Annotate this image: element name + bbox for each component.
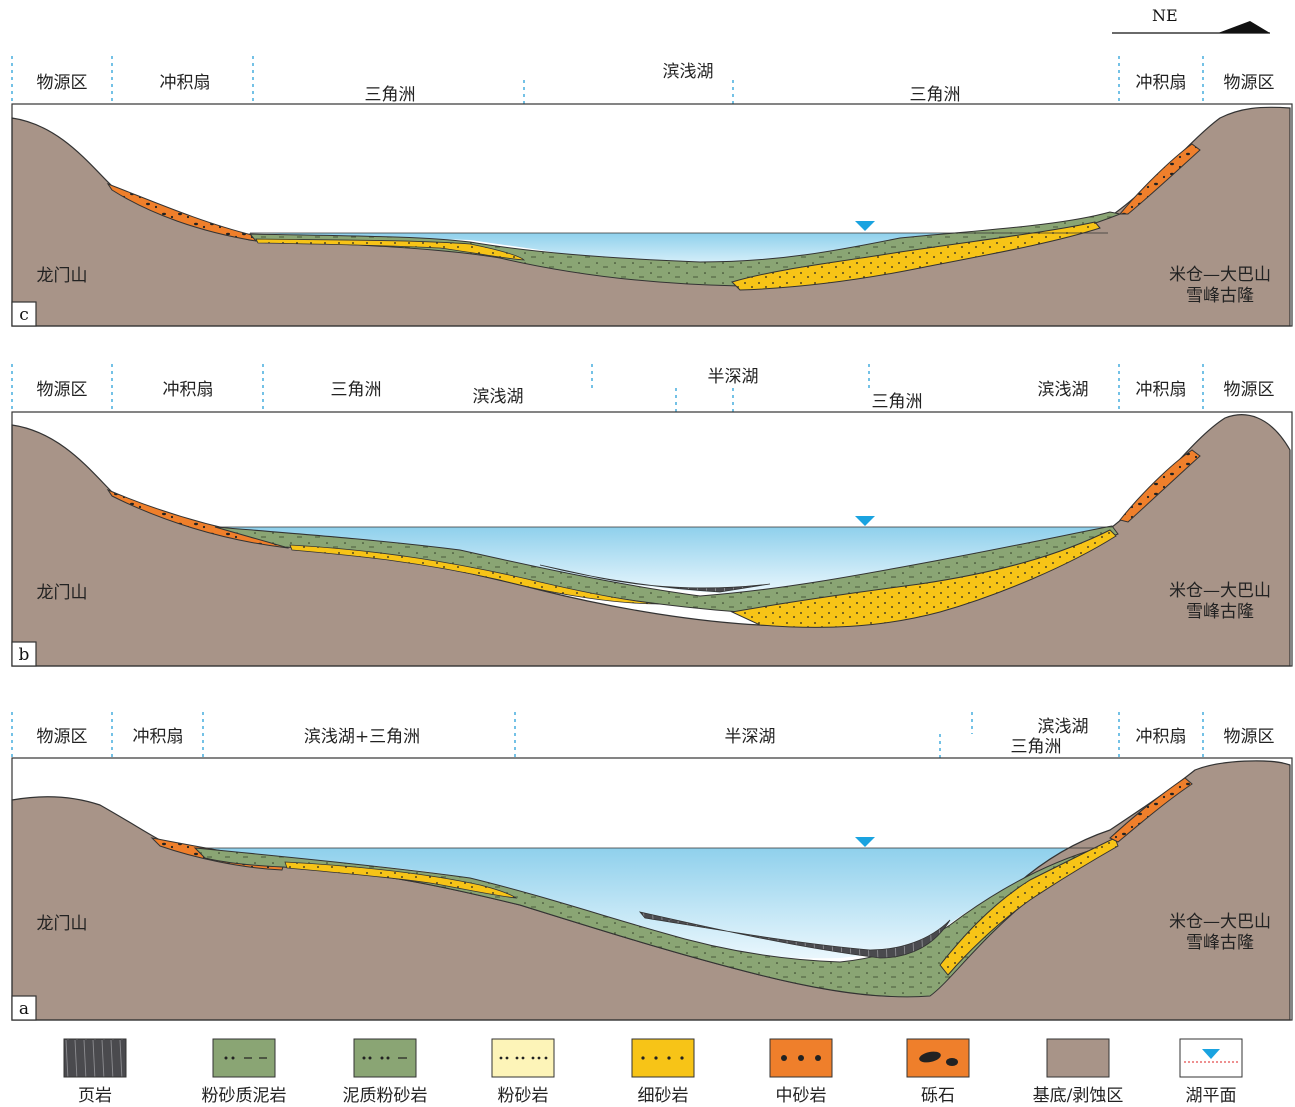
panel-c-lake-level-icon <box>855 221 875 231</box>
panel-c-zone-source-right: 物源区 <box>1224 73 1275 93</box>
panel-c-zone-delta-right: 三角洲 <box>910 85 961 105</box>
panel-a-tag: a <box>19 999 29 1019</box>
panel-a-lake-level-icon <box>855 837 875 847</box>
legend-label-fine-sandstone: 细砂岩 <box>638 1086 689 1106</box>
legend-label-silty-mudstone: 粉砂质泥岩 <box>202 1086 287 1106</box>
panel-b-sandstone-left <box>289 544 661 605</box>
panel-a-zone-fan-right: 冲积扇 <box>1136 727 1187 747</box>
panel-b-zone-shallow-lake-right: 滨浅湖 <box>1038 380 1089 400</box>
panel-b-right-label-1: 米仓—大巴山 <box>1169 581 1271 601</box>
panel-b-zone-source-right: 物源区 <box>1224 380 1275 400</box>
legend-item-siltstone: 粉砂岩 <box>491 1038 555 1106</box>
panel-c-zone-shallow-lake: 滨浅湖 <box>663 62 714 82</box>
panel-c-sandstone-left <box>255 238 526 261</box>
legend-item-muddy-siltstone: 泥质粉砂岩 <box>343 1038 428 1106</box>
panel-b-zone-fan-left: 冲积扇 <box>163 380 214 400</box>
panel-c-right-label-1: 米仓—大巴山 <box>1169 265 1271 285</box>
legend-item-gravel: 砾石 <box>906 1038 970 1106</box>
panel-b-zone-delta-left: 三角洲 <box>331 380 382 400</box>
panel-b-fan-right <box>1119 449 1201 523</box>
panel-a-zone-source-right: 物源区 <box>1224 727 1275 747</box>
panel-c-zone-source-left: 物源区 <box>37 73 88 93</box>
panel-a-zone-semi-deep-lake: 半深湖 <box>725 727 776 747</box>
legend-label-muddy-siltstone: 泥质粉砂岩 <box>343 1086 428 1106</box>
legend-label-gravel: 砾石 <box>921 1086 955 1106</box>
panel-b-shale-wedge <box>539 564 771 593</box>
panel-b-zone-shallow-lake-left: 滨浅湖 <box>473 387 524 407</box>
panel-c-tag-box <box>11 301 37 327</box>
north-label: NE <box>1152 6 1178 25</box>
legend-item-fine-sandstone: 细砂岩 <box>631 1038 695 1106</box>
legend-item-shale: 页岩 <box>63 1038 127 1106</box>
panel-a-right-label-2: 雪峰古隆 <box>1186 933 1254 953</box>
lake-level-icon <box>1202 1049 1220 1059</box>
panel-b-zone-semi-deep-lake: 半深湖 <box>708 367 759 387</box>
panel-c-right-label-2: 雪峰古隆 <box>1186 286 1254 306</box>
panel-b-tag: b <box>19 645 30 665</box>
north-arrow: NE <box>1112 6 1270 34</box>
panel-b: 物源区 冲积扇 三角洲 滨浅湖 半深湖 三角洲 滨浅湖 冲积扇 物源区 龙门山 … <box>11 364 1293 667</box>
panel-a-shale-wedge <box>638 911 951 959</box>
panel-a-fan-right <box>1109 777 1193 843</box>
panel-a-zone-source-left: 物源区 <box>37 727 88 747</box>
legend: 页岩 粉砂质泥岩 泥质粉砂岩 粉砂岩 细砂岩 <box>63 1038 1243 1106</box>
panel-c-zone-fan-right: 冲积扇 <box>1136 73 1187 93</box>
panel-b-tag-box <box>11 641 37 667</box>
panel-a-left-label: 龙门山 <box>37 914 88 934</box>
panel-a-zone-fan-left: 冲积扇 <box>133 727 184 747</box>
panel-b-right-label-2: 雪峰古隆 <box>1186 602 1254 622</box>
legend-label-medium-sandstone: 中砂岩 <box>776 1086 827 1106</box>
panel-a-zone-shallow-lake-right: 滨浅湖 <box>1038 717 1089 737</box>
panel-a-zone-delta-right: 三角洲 <box>1011 737 1062 757</box>
panel-c-sandstone-delta-right <box>731 221 1101 291</box>
panel-b-lake-level-icon <box>855 516 875 526</box>
panel-b-zone-dividers <box>11 364 1204 412</box>
north-arrow-head-icon <box>1218 21 1270 33</box>
panel-a-sandstone-delta-right <box>939 837 1119 976</box>
panel-a-tag-box <box>11 995 37 1021</box>
legend-label-siltstone: 粉砂岩 <box>498 1086 549 1106</box>
panel-a-right-label-1: 米仓—大巴山 <box>1169 912 1271 932</box>
panel-a-sandstone-left <box>284 861 518 899</box>
panel-b-zone-source-left: 物源区 <box>37 380 88 400</box>
panel-b-left-label: 龙门山 <box>37 583 88 603</box>
panel-c-zone-fan-left: 冲积扇 <box>160 73 211 93</box>
panel-c-zone-dividers <box>11 56 1204 104</box>
panel-b-sandstone-delta-right <box>730 529 1117 628</box>
legend-item-silty-mudstone: 粉砂质泥岩 <box>202 1038 287 1106</box>
panel-a-lake-water <box>195 848 1098 959</box>
panel-a-zone-dividers <box>11 712 1204 758</box>
panel-a-zone-shallow-lake-delta: 滨浅湖+三角洲 <box>304 727 420 747</box>
panel-a: 物源区 冲积扇 滨浅湖+三角洲 半深湖 滨浅湖 三角洲 冲积扇 物源区 龙门山 … <box>11 712 1293 1021</box>
legend-item-lake-level: 湖平面 <box>1179 1038 1243 1106</box>
legend-label-lake-level: 湖平面 <box>1186 1086 1237 1106</box>
panel-b-zone-fan-right: 冲积扇 <box>1136 380 1187 400</box>
panel-c-tag: c <box>19 305 29 325</box>
panel-b-lake-water <box>215 527 1108 594</box>
panel-b-zone-delta-right: 三角洲 <box>872 392 923 412</box>
legend-item-basement: 基底/剥蚀区 <box>1033 1038 1124 1106</box>
legend-item-medium-sandstone: 中砂岩 <box>769 1038 833 1106</box>
legend-label-shale: 页岩 <box>78 1086 112 1106</box>
panel-c-zone-delta-left: 三角洲 <box>365 85 416 105</box>
legend-label-basement: 基底/剥蚀区 <box>1033 1086 1124 1106</box>
panel-c-left-label: 龙门山 <box>37 266 88 286</box>
panel-c-fan-right <box>1118 143 1201 215</box>
panel-c: 物源区 冲积扇 三角洲 滨浅湖 三角洲 冲积扇 物源区 龙门山 米仓—大巴山 雪… <box>11 56 1293 327</box>
